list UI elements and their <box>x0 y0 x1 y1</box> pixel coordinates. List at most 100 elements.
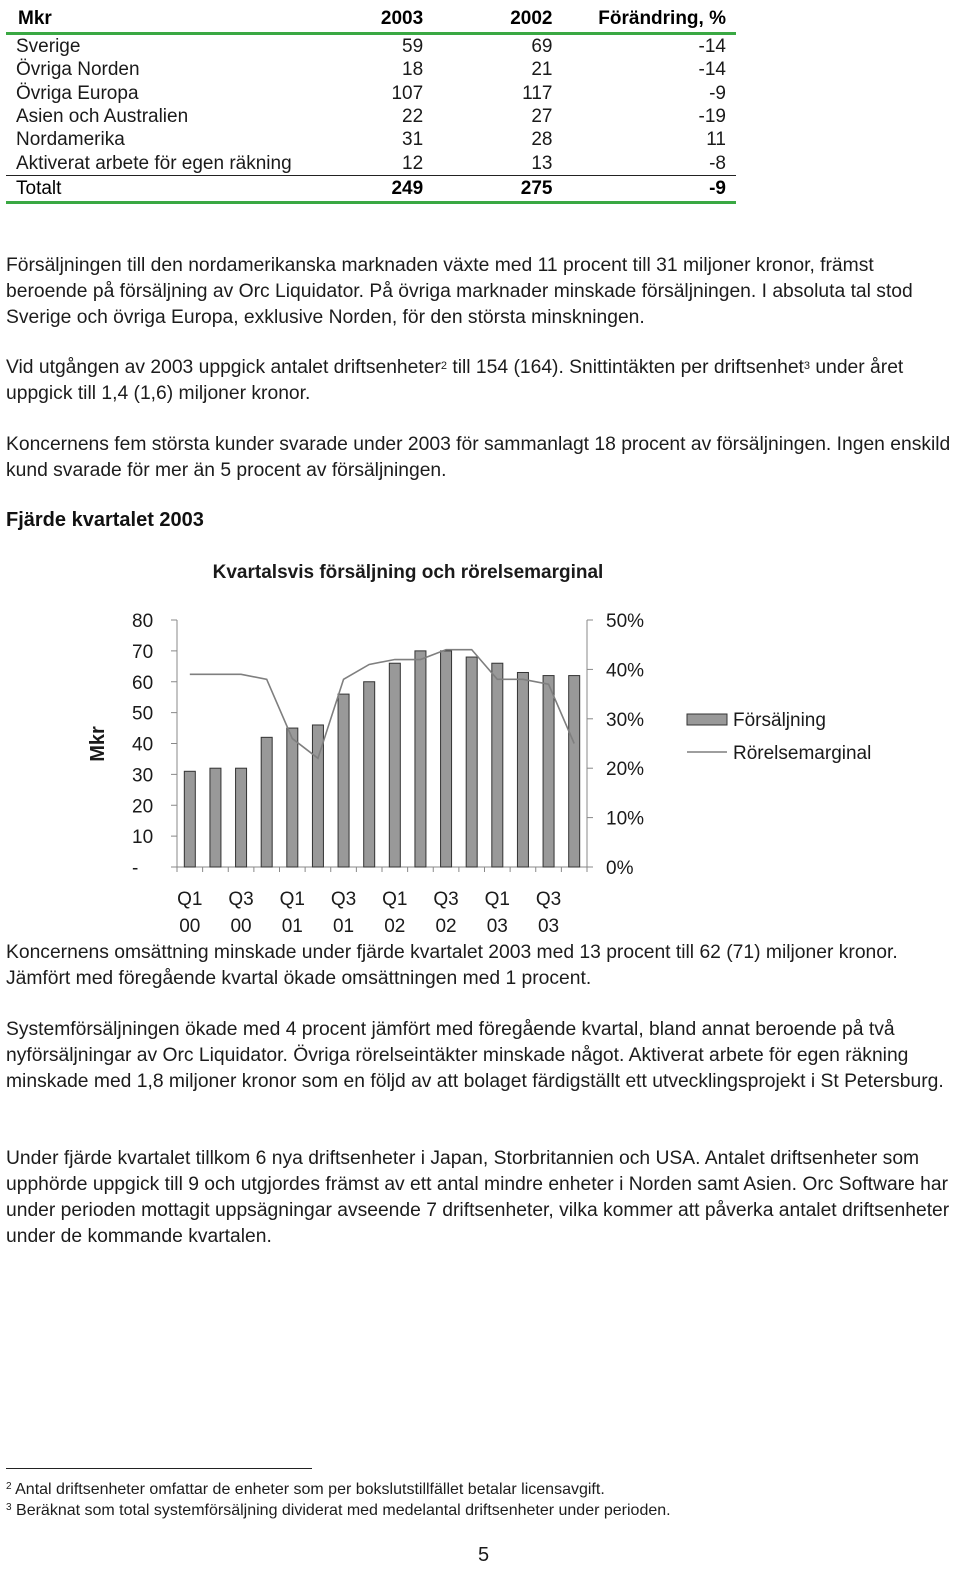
row-value-2002: 27 <box>531 106 553 128</box>
paragraph-q4-revenue: Koncernens omsättning minskade under fjä… <box>6 942 898 989</box>
x-tick-label: Q1 <box>382 889 407 910</box>
row-label: Nordamerika <box>16 129 125 151</box>
total-2003: 249 <box>345 174 424 204</box>
sales-bar <box>337 693 350 868</box>
footnote-ref: 2 <box>440 360 447 372</box>
right-tick-label: 20% <box>606 759 644 780</box>
row-change: 11 <box>706 129 726 151</box>
footnote-2: 2 Antal driftsenheter omfattar de enhete… <box>6 1480 605 1500</box>
row-value-2003: 107 <box>391 82 424 104</box>
footnote-number: 3 <box>6 1502 12 1513</box>
left-tick-label: - <box>132 858 138 879</box>
table-row: Sverige 59 69 -14 <box>6 34 736 59</box>
x-tick-label: 02 <box>384 916 405 937</box>
legend-sales-label: Försäljning <box>733 710 826 731</box>
x-tick-label: Q3 <box>536 889 561 910</box>
table-row: Aktiverat arbete för egen räkning 12 13 … <box>6 151 736 175</box>
table-total-row: Totalt 249 275 -9 <box>6 174 736 204</box>
sales-bar <box>235 767 248 868</box>
page-number: 5 <box>478 1544 490 1566</box>
row-change: -19 <box>698 106 726 128</box>
table-header-row: Mkr 2003 2002 Förändring, % <box>6 6 736 35</box>
section-heading: Fjärde kvartalet 2003 <box>6 509 204 531</box>
sales-bar <box>516 671 529 868</box>
x-tick-label: 03 <box>487 916 508 937</box>
row-value-2002: 117 <box>522 82 553 104</box>
sales-bar <box>414 650 427 868</box>
row-change: -14 <box>698 36 726 58</box>
row-value-2002: 28 <box>531 129 553 151</box>
chart-legend: Försäljning Rörelsemarginal <box>686 710 871 764</box>
left-tick-label: 70 <box>132 642 153 663</box>
left-tick-label: 10 <box>132 827 153 848</box>
paragraph-text: under året uppgick till 1,4 (1,6) miljon… <box>6 357 904 404</box>
row-value-2003: 31 <box>402 129 424 151</box>
right-tick-label: 0% <box>606 858 634 879</box>
right-tick-label: 10% <box>606 809 644 830</box>
footnote-text: Antal driftsenheter omfattar de enheter … <box>15 1481 605 1498</box>
total-change: -9 <box>552 174 736 204</box>
left-tick-label: 80 <box>132 611 153 632</box>
x-tick-label: 01 <box>282 916 303 937</box>
sales-bar <box>465 656 478 868</box>
legend-margin-label: Rörelsemarginal <box>733 743 871 764</box>
table-row: Nordamerika 31 28 11 <box>6 128 736 151</box>
row-value-2003: 22 <box>402 106 424 128</box>
footnote-text: Beräknat som total systemförsäljning div… <box>16 1502 671 1519</box>
sales-bar <box>286 727 299 868</box>
total-2002: 275 <box>423 174 553 204</box>
sales-bar <box>183 770 196 868</box>
row-label: Övriga Norden <box>16 59 140 81</box>
footnote-3: 3 Beräknat som total systemförsäljning d… <box>6 1501 671 1521</box>
sales-bar <box>568 675 581 868</box>
header-2002: 2002 <box>423 6 553 35</box>
paragraph-new-units: Under fjärde kvartalet tillkom 6 nya dri… <box>6 1148 950 1247</box>
footnote-divider <box>6 1468 312 1469</box>
row-change: -9 <box>709 82 726 104</box>
x-tick-label: 01 <box>333 916 354 937</box>
table-row: Övriga Norden 18 21 -14 <box>6 58 736 81</box>
chart-bars <box>183 650 581 868</box>
sales-bar <box>542 675 555 868</box>
sales-bar <box>311 724 324 868</box>
right-tick-label: 50% <box>606 611 644 632</box>
table-row: Asien och Australien 22 27 -19 <box>6 105 736 128</box>
chart-line <box>189 648 575 760</box>
row-value-2002: 69 <box>531 36 553 58</box>
left-tick-label: 20 <box>132 796 153 817</box>
sales-bar <box>209 767 222 868</box>
sales-table: Mkr 2003 2002 Förändring, % Sverige 59 6… <box>6 6 736 204</box>
row-label: Asien och Australien <box>16 106 189 128</box>
header-change: Förändring, % <box>552 6 736 35</box>
x-tick-label: 03 <box>538 916 559 937</box>
paragraph-system-sales: Systemförsäljningen ökade med 4 procent … <box>6 1019 944 1092</box>
footnote-number: 2 <box>6 1481 12 1492</box>
x-tick-label: 00 <box>230 916 251 937</box>
row-value-2002: 13 <box>531 152 553 174</box>
row-label: Sverige <box>16 36 81 58</box>
row-change: -14 <box>698 59 726 81</box>
paragraph-north-america: Försäljningen till den nordamerikanska m… <box>6 255 913 328</box>
x-tick-label: Q1 <box>177 889 202 910</box>
x-tick-label: Q1 <box>485 889 510 910</box>
row-label: Övriga Europa <box>16 82 139 104</box>
quarterly-sales-chart: Kvartalsvis försäljning och rörelsemargi… <box>87 562 871 937</box>
row-value-2002: 21 <box>531 59 553 81</box>
x-tick-label: 02 <box>435 916 456 937</box>
right-tick-label: 40% <box>606 660 644 681</box>
paragraph-customers: Koncernens fem största kunder svarade un… <box>6 434 951 481</box>
chart-ticks: - 10 20 30 40 50 60 70 80 0% 10% 20% 30% 40% 50% Q1 00 Q3… <box>132 611 644 937</box>
chart-title: Kvartalsvis försäljning och rörelsemargi… <box>213 562 604 583</box>
left-tick-label: 40 <box>132 735 153 756</box>
x-tick-label: Q3 <box>433 889 458 910</box>
y-axis-label: Mkr <box>87 726 109 762</box>
paragraph-text: Vid utgången av 2003 uppgick antalet dri… <box>6 357 441 378</box>
x-tick-label: Q3 <box>228 889 253 910</box>
x-tick-label: Q1 <box>280 889 305 910</box>
right-tick-label: 30% <box>606 710 644 731</box>
row-value-2003: 12 <box>402 152 424 174</box>
left-tick-label: 50 <box>132 704 153 725</box>
table-row: Övriga Europa 107 117 -9 <box>6 82 736 105</box>
sales-bar <box>388 662 401 868</box>
x-tick-label: Q3 <box>331 889 356 910</box>
